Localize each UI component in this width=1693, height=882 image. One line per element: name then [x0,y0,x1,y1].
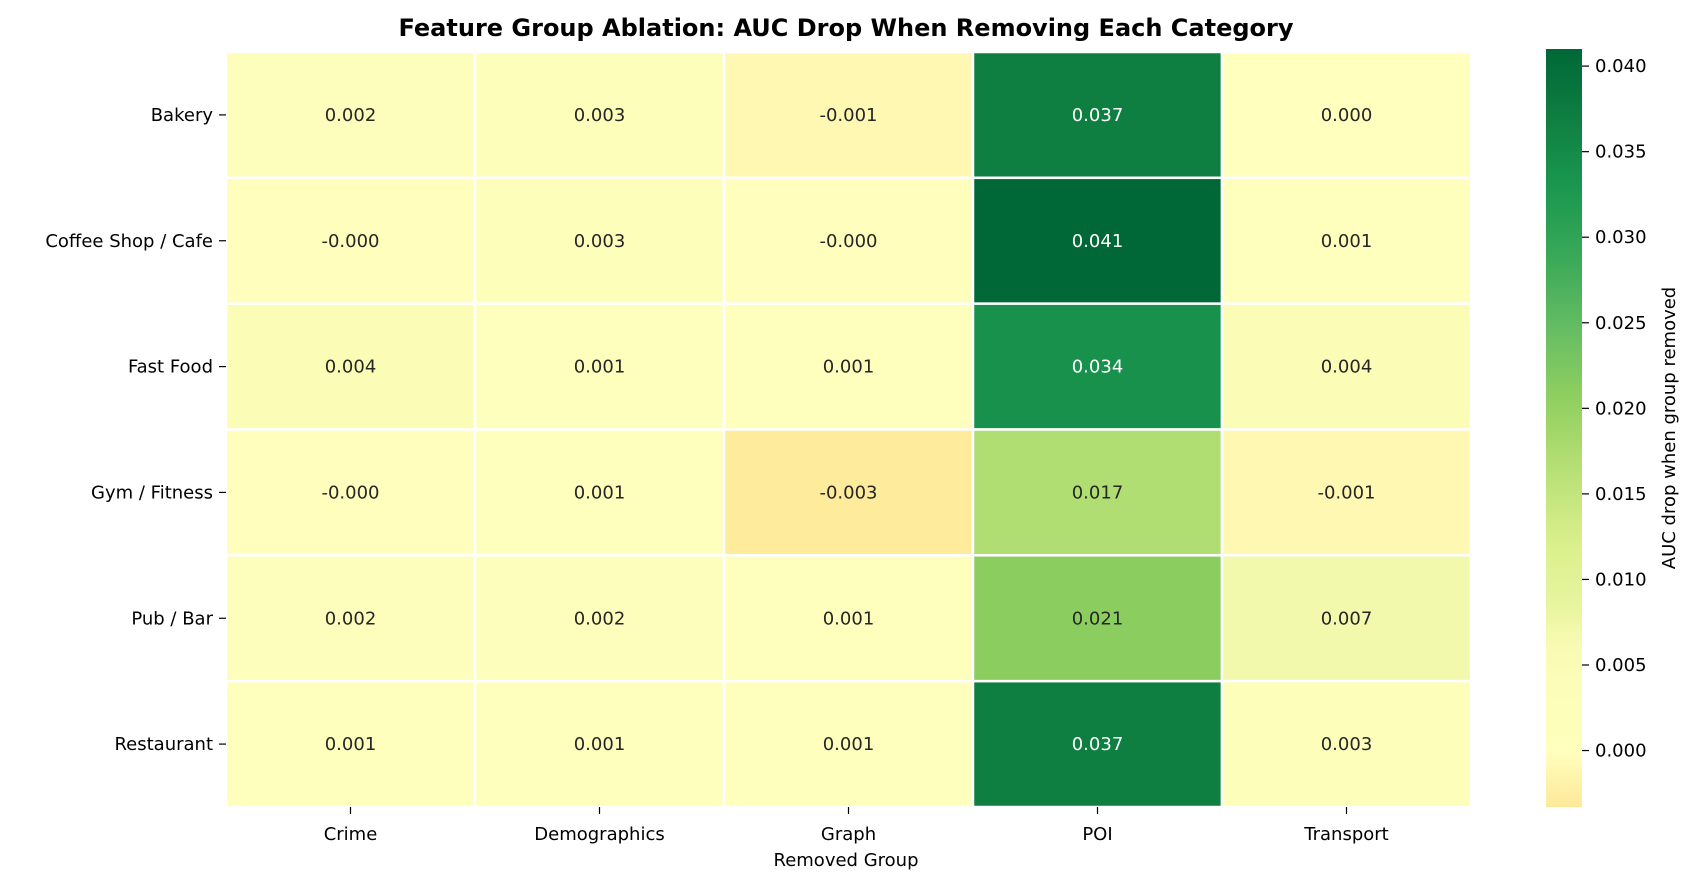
heatmap-cell [971,50,1224,180]
colorbar-tick-label: 0.035 [1595,142,1647,163]
y-tick-label: Pub / Bar [131,608,213,629]
cell-value-label: -0.003 [819,482,877,503]
cell-value-label: 0.037 [1072,734,1124,755]
heatmap-cell [722,554,975,683]
chart-title: Feature Group Ablation: AUC Drop When Re… [398,14,1293,42]
colorbar-tick-label: 0.015 [1595,484,1647,505]
cell-value-label: 0.001 [574,357,626,378]
cell-value-label: 0.001 [574,482,626,503]
cell-value-label: 0.001 [1321,231,1373,252]
cell-value-label: 0.017 [1072,482,1124,503]
heatmap-cell [224,50,477,180]
colorbar: 0.040 0.035 0.030 0.025 0.020 0.015 0.010 0.005… [1546,49,1680,807]
colorbar-tick-label: 0.005 [1595,655,1647,676]
x-tick-label: Graph [821,824,876,845]
x-tick-label: Crime [324,824,378,845]
heatmap-cell [971,302,1224,431]
heatmap-cell [473,428,726,557]
y-tick-label: Restaurant [114,734,213,755]
heatmap-cell [224,554,477,683]
heatmap-cell [473,50,726,180]
heatmap-cell [971,428,1224,557]
cell-value-label: 0.034 [1072,357,1124,378]
heatmap-cell [473,679,726,809]
cell-value-label: -0.001 [1317,482,1375,503]
y-axis-ticks: Bakery Coffee Shop / Cafe Fast Food Gym / F… [45,105,226,755]
heatmap-cell [1220,176,1473,305]
heatmap-cells [224,50,1473,809]
heatmap-cell [473,302,726,431]
cell-value-label: 0.004 [1321,357,1373,378]
colorbar-tick-label: 0.030 [1595,227,1647,248]
cell-value-label: -0.001 [819,105,877,126]
x-tick-label: Demographics [534,824,664,845]
heatmap-cell [1220,679,1473,809]
cell-value-label: 0.001 [325,734,377,755]
heatmap-cell-labels: 0.002 0.003 -0.001 0.037 0.000 -0.000 0.003 -0.… [321,105,1375,755]
cell-value-label: 0.041 [1072,231,1124,252]
cell-value-label: 0.001 [823,734,875,755]
colorbar-gradient [1546,49,1582,807]
heatmap-cell [1220,554,1473,683]
heatmap-cell [473,554,726,683]
heatmap-cell [1220,428,1473,557]
cell-value-label: 0.021 [1072,608,1124,629]
colorbar-label: AUC drop when group removed [1659,287,1680,569]
colorbar-tick-label: 0.010 [1595,569,1647,590]
y-tick-label: Gym / Fitness [91,482,213,503]
cell-value-label: 0.003 [574,105,626,126]
cell-value-label: 0.001 [823,357,875,378]
heatmap-cell [722,176,975,305]
colorbar-tick-label: 0.000 [1595,741,1647,762]
cell-value-label: 0.003 [1321,734,1373,755]
colorbar-tick-label: 0.040 [1595,56,1647,77]
cell-value-label: 0.002 [325,608,377,629]
x-tick-label: Transport [1303,824,1388,845]
cell-value-label: -0.000 [819,231,877,252]
heatmap-cell [1220,302,1473,431]
y-tick-label: Coffee Shop / Cafe [45,231,213,252]
cell-value-label: 0.003 [574,231,626,252]
colorbar-tick-label: 0.025 [1595,313,1647,334]
cell-value-label: 0.000 [1321,105,1373,126]
cell-value-label: -0.000 [321,482,379,503]
cell-value-label: 0.007 [1321,608,1373,629]
cell-value-label: 0.002 [574,608,626,629]
heatmap-cell [971,679,1224,809]
heatmap-cell [722,428,975,557]
x-axis-ticks: Crime Demographics Graph POI Transport [324,807,1389,845]
cell-value-label: 0.001 [574,734,626,755]
cell-value-label: 0.001 [823,608,875,629]
x-axis-label: Removed Group [774,850,919,871]
heatmap-cell [722,679,975,809]
cell-value-label: -0.000 [321,231,379,252]
y-tick-label: Bakery [151,105,214,126]
cell-value-label: 0.004 [325,357,377,378]
cell-value-label: 0.037 [1072,105,1124,126]
cell-value-label: 0.002 [325,105,377,126]
heatmap-cell [224,176,477,305]
heatmap-cell [722,50,975,180]
y-tick-label: Fast Food [128,357,213,378]
x-tick-label: POI [1082,824,1112,845]
colorbar-tick-label: 0.020 [1595,398,1647,419]
